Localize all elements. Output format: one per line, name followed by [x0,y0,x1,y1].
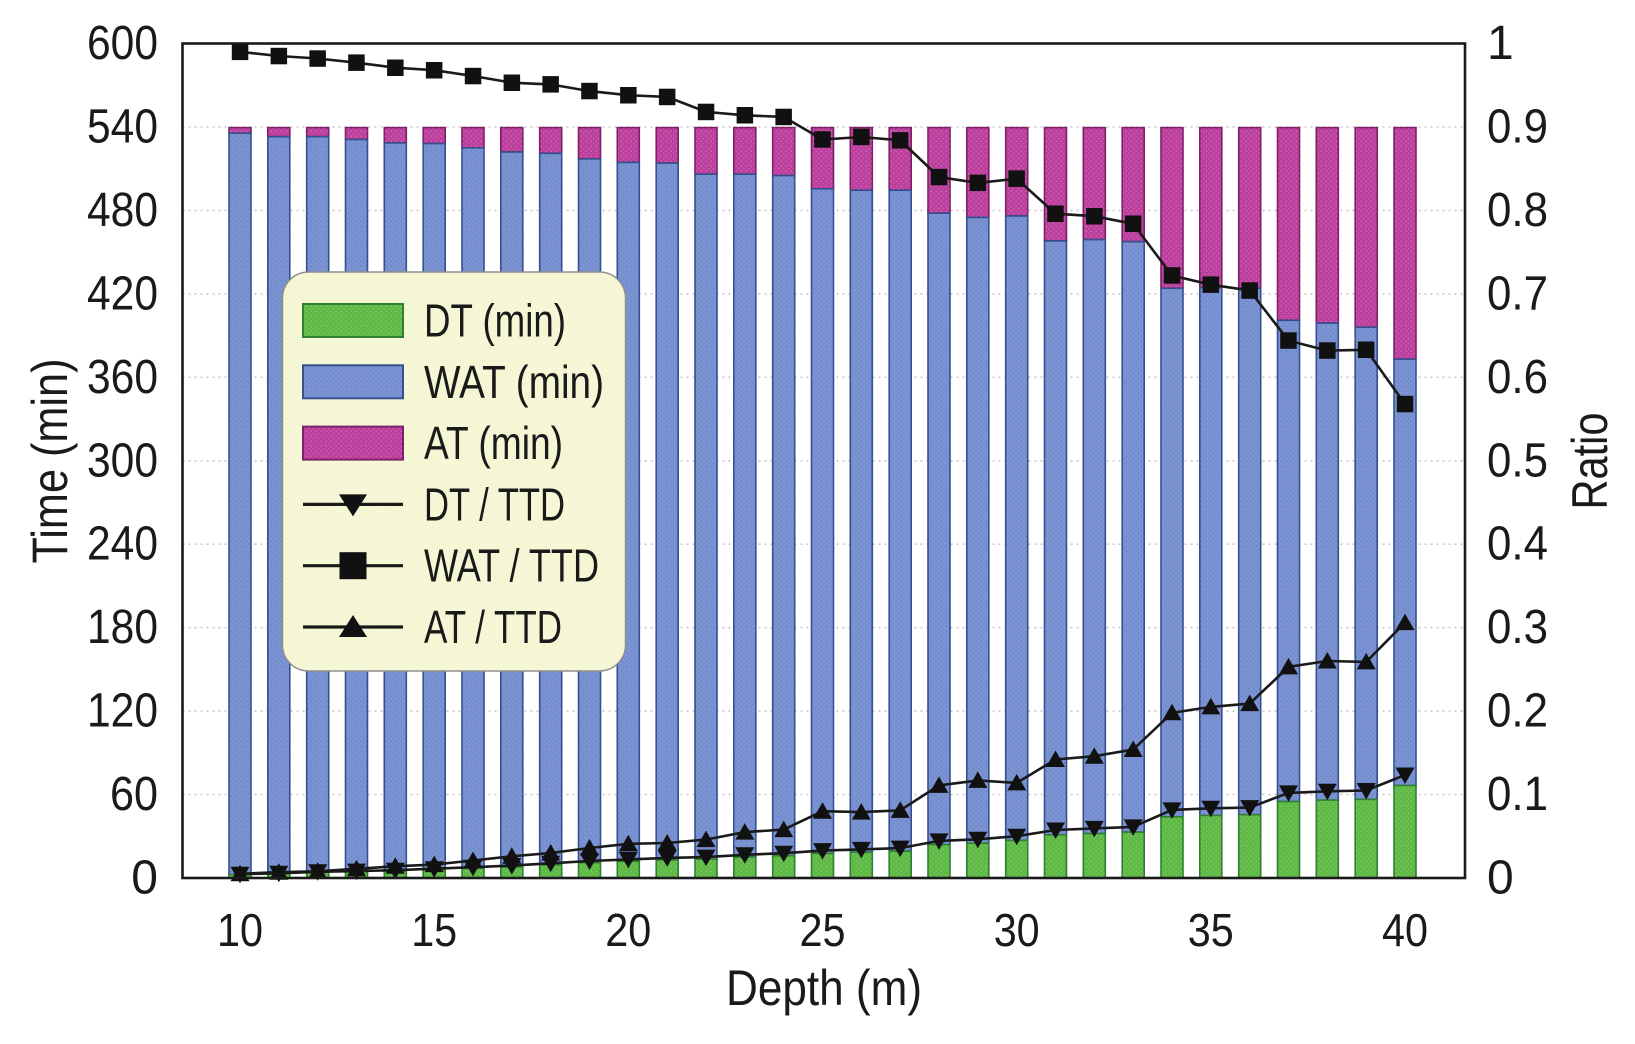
svg-text:AT / TTD: AT / TTD [424,601,562,653]
svg-text:240: 240 [87,518,158,571]
svg-text:DT / TTD: DT / TTD [424,478,565,530]
svg-text:35: 35 [1188,904,1234,956]
svg-text:AT (min): AT (min) [424,417,563,469]
svg-text:1: 1 [1487,17,1514,70]
svg-text:0.7: 0.7 [1487,267,1548,320]
svg-text:0.3: 0.3 [1487,601,1548,654]
svg-text:30: 30 [994,904,1040,956]
svg-text:25: 25 [800,904,846,956]
svg-text:0: 0 [1487,852,1514,905]
svg-text:WAT (min): WAT (min) [424,356,604,408]
svg-text:Ratio: Ratio [1562,413,1618,510]
svg-text:10: 10 [217,904,263,956]
svg-text:60: 60 [110,768,158,821]
svg-text:180: 180 [87,601,158,654]
svg-text:420: 420 [87,267,158,320]
svg-text:600: 600 [87,17,158,70]
svg-text:40: 40 [1382,904,1428,956]
svg-text:0.1: 0.1 [1487,768,1548,821]
svg-text:540: 540 [87,101,158,154]
svg-text:480: 480 [87,184,158,237]
svg-text:Time (min): Time (min) [22,359,78,564]
svg-text:0.2: 0.2 [1487,685,1548,738]
svg-text:0: 0 [131,852,158,905]
svg-text:0.6: 0.6 [1487,351,1548,404]
svg-text:0.4: 0.4 [1487,518,1548,571]
svg-text:0.5: 0.5 [1487,434,1548,487]
svg-text:0.8: 0.8 [1487,184,1548,237]
svg-text:DT (min): DT (min) [424,295,566,347]
svg-text:0.9: 0.9 [1487,100,1548,153]
svg-text:300: 300 [87,434,158,487]
svg-text:20: 20 [605,904,651,956]
svg-text:360: 360 [87,351,158,404]
svg-text:Depth (m): Depth (m) [726,960,922,1016]
svg-text:WAT / TTD: WAT / TTD [424,540,599,592]
svg-text:15: 15 [411,904,457,956]
svg-text:120: 120 [87,685,158,738]
